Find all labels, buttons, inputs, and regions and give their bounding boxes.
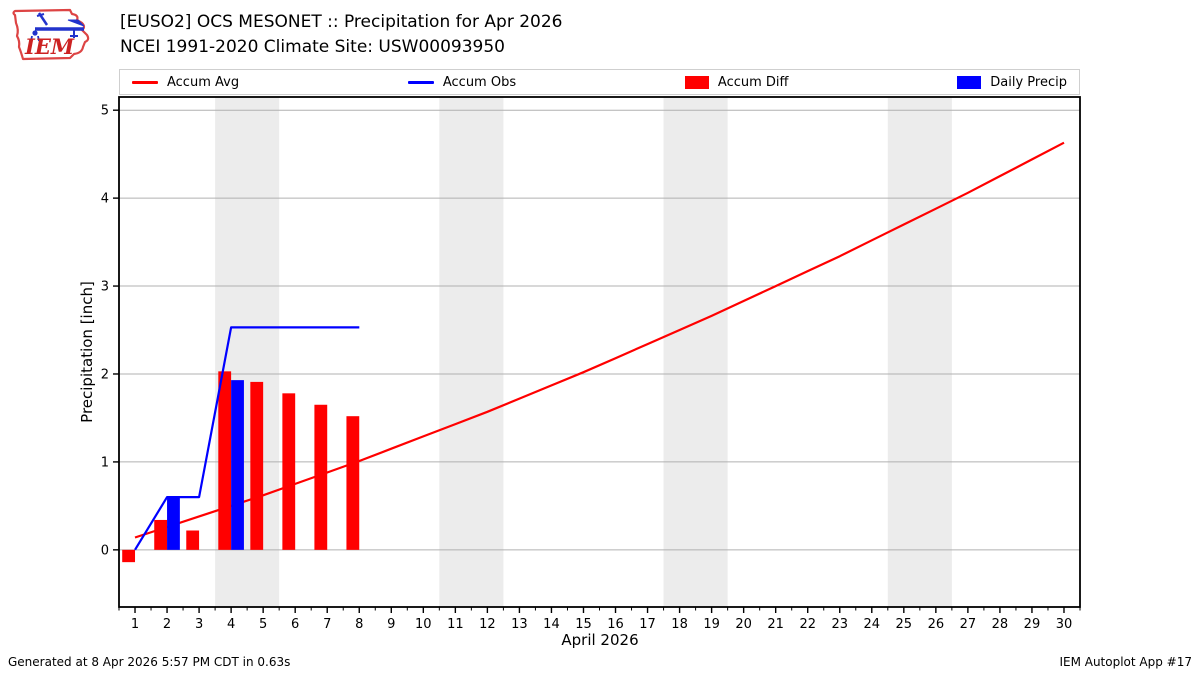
x-tick-label: 9 xyxy=(387,617,395,632)
logo-wordmark: IEM xyxy=(24,34,75,59)
x-tick-label: 18 xyxy=(671,617,688,632)
accum-diff-swatch-icon xyxy=(684,75,709,89)
daily-precip-swatch-icon xyxy=(957,75,982,89)
x-tick-label: 14 xyxy=(543,617,560,632)
legend-item-accum-obs: Accum Obs xyxy=(407,74,517,90)
accum-obs-swatch-icon xyxy=(407,80,434,84)
iowa-outline-icon xyxy=(12,8,90,61)
chart-title: [EUSO2] OCS MESONET :: Precipitation for… xyxy=(120,12,563,32)
x-tick-label: 5 xyxy=(259,617,267,632)
legend-item-accum-avg: Accum Avg xyxy=(132,75,239,90)
x-tick-label: 26 xyxy=(928,617,945,632)
x-tick-label: 27 xyxy=(960,617,977,632)
x-tick-label: 30 xyxy=(1056,617,1073,632)
x-tick-label: 1 xyxy=(131,617,139,632)
generated-timestamp: Generated at 8 Apr 2026 5:57 PM CDT in 0… xyxy=(8,655,291,669)
x-tick-label: 11 xyxy=(447,617,464,632)
legend-label: Daily Precip xyxy=(990,74,1067,90)
daily-precip-bar xyxy=(167,497,180,550)
chart-subtitle: NCEI 1991-2020 Climate Site: USW00093950 xyxy=(120,37,505,57)
title-block: [EUSO2] OCS MESONET :: Precipitation for… xyxy=(120,10,563,60)
legend-label: Accum Obs xyxy=(442,74,517,90)
y-axis-ticks: 0 1 2 3 4 5 xyxy=(101,104,119,558)
x-tick-label: 22 xyxy=(799,617,816,632)
x-tick-label: 2 xyxy=(163,617,171,632)
weekend-band xyxy=(439,97,504,607)
accum-diff-bar xyxy=(250,381,264,550)
x-tick-label: 10 xyxy=(415,617,432,632)
accum-diff-bar xyxy=(154,519,168,550)
legend-label: Accum Diff xyxy=(717,74,789,90)
legend-item-accum-diff: Accum Diff xyxy=(684,74,789,90)
weekend-bands xyxy=(215,97,952,607)
x-tick-label: 6 xyxy=(291,617,299,632)
x-tick-label: 7 xyxy=(323,617,331,632)
accum-diff-bar xyxy=(218,371,232,550)
y-tick-label: 5 xyxy=(101,104,109,119)
y-tick-label: 2 xyxy=(101,367,109,382)
x-tick-label: 17 xyxy=(639,617,656,632)
x-tick-label: 20 xyxy=(735,617,752,632)
accum-avg-swatch-icon xyxy=(132,80,158,84)
x-axis-label: April 2026 xyxy=(561,631,639,649)
x-tick-label: 13 xyxy=(511,617,528,632)
accum-diff-bar xyxy=(314,404,328,550)
x-axis-ticks: 1 2 3 4 5 6 7 8 9 10 11 12 13 14 15 16 17 18 19 20 21 22 23 24 2… xyxy=(118,607,1081,632)
accum-obs-line xyxy=(134,326,360,551)
legend-label: Accum Avg xyxy=(167,74,240,90)
iem-logo: IEM xyxy=(12,8,90,61)
accum-diff-bar xyxy=(282,393,296,550)
series-accum-obs xyxy=(134,326,360,551)
x-tick-label: 29 xyxy=(1024,617,1041,632)
daily-precip-bar xyxy=(231,380,244,550)
y-tick-label: 4 xyxy=(101,192,109,207)
x-tick-label: 3 xyxy=(195,617,203,632)
weekend-band xyxy=(887,97,952,607)
legend: Accum Avg Accum Obs Accum Diff Daily Precip xyxy=(119,69,1080,95)
x-tick-label: 23 xyxy=(831,617,848,632)
x-tick-label: 24 xyxy=(864,617,881,632)
gridlines xyxy=(119,109,1080,551)
y-tick-label: 0 xyxy=(101,543,109,558)
x-tick-label: 21 xyxy=(767,617,784,632)
weekend-band xyxy=(663,97,728,607)
y-tick-label: 3 xyxy=(101,280,109,295)
legend-item-daily-precip: Daily Precip xyxy=(957,75,1067,90)
x-tick-label: 4 xyxy=(227,617,235,632)
x-tick-label: 12 xyxy=(479,617,496,632)
series-accum-diff xyxy=(122,371,360,563)
x-tick-label: 28 xyxy=(992,617,1009,632)
y-axis-label: Precipitation [inch] xyxy=(78,281,96,423)
x-tick-label: 15 xyxy=(575,617,592,632)
x-tick-label: 8 xyxy=(355,617,363,632)
x-tick-label: 16 xyxy=(607,617,624,632)
app-credit: IEM Autoplot App #17 xyxy=(1059,655,1192,669)
accum-diff-bar xyxy=(186,530,200,550)
accum-diff-bar xyxy=(122,549,136,563)
series-daily-precip xyxy=(167,380,244,550)
x-tick-label: 19 xyxy=(703,617,720,632)
accum-diff-bar xyxy=(346,416,360,550)
x-tick-label: 25 xyxy=(896,617,913,632)
y-tick-label: 1 xyxy=(101,455,109,470)
weather-vane-icon xyxy=(30,12,85,42)
